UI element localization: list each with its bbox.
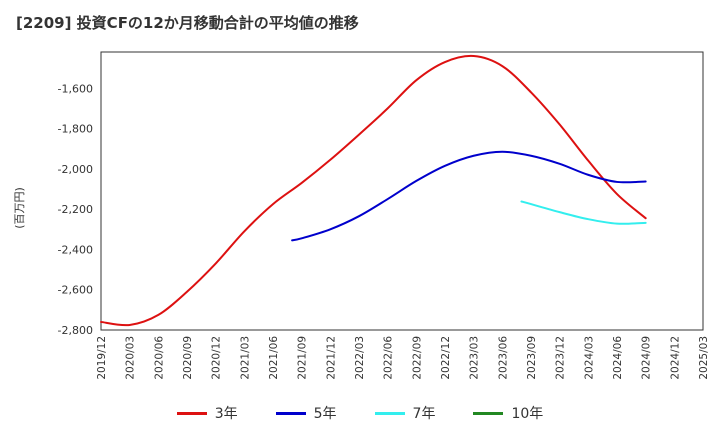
legend-swatch [374,411,405,415]
legend-label: 7年 [412,406,436,422]
legend-swatch [275,411,306,415]
legend-label: 3年 [214,406,238,422]
series-layer [100,54,647,327]
y-tick-label: -2,000 [58,163,93,176]
x-tick-label: 2022/12 [440,336,452,380]
x-tick-label: 2021/06 [268,336,280,380]
legend-swatch [176,411,207,415]
legend: 3年 5年 7年 10年 [0,403,720,423]
x-tick-label: 2022/03 [354,336,366,380]
x-tick-label: 2024/03 [583,336,595,380]
x-tick-label: 2020/12 [211,336,223,380]
x-tick-labels: 2019/12 2020/03 2020/06 2020/09 2020/12 2021/… [96,336,710,380]
x-tick-label: 2022/06 [383,336,395,380]
series-line [520,200,647,225]
legend-label: 5年 [313,406,337,422]
x-tick-label: 2022/09 [411,336,423,380]
x-tick-label: 2020/03 [125,336,137,380]
x-tick-label: 2023/12 [555,336,567,380]
y-tick-label: -1,600 [58,82,93,95]
x-tick-label: 2020/09 [182,336,194,380]
x-tick-label: 2025/03 [698,336,710,380]
legend-label: 10年 [511,406,544,422]
series-line [291,150,647,242]
legend-item: 10年 [473,403,543,423]
y-tick-label: -2,200 [58,203,93,216]
chart-title: [2209] 投資CFの12か月移動合計の平均値の推移 [16,14,359,32]
x-tick-label: 2024/12 [669,336,681,380]
x-tick-label: 2019/12 [96,336,108,380]
x-tick-label: 2023/03 [469,336,481,380]
legend-item: 7年 [374,403,436,423]
y-tick-labels: -2,800 -2,600 -2,400 -2,200 -2,000 -1,800 -1,6… [58,82,93,337]
y-tick-label: -1,800 [58,123,93,136]
y-tick-label: -2,800 [58,324,93,337]
legend-swatch [473,411,504,415]
x-tick-label: 2023/09 [526,336,538,380]
x-tick-label: 2023/06 [497,336,509,380]
x-tick-label: 2021/09 [297,336,309,380]
legend-item: 3年 [176,403,238,423]
x-tick-label: 2024/09 [641,336,653,380]
x-tick-label: 2024/06 [612,336,624,380]
x-tick-label: 2020/06 [153,336,165,380]
y-tick-label: -2,400 [58,243,93,256]
legend-item: 5年 [275,403,337,423]
y-tick-label: -2,600 [58,284,93,297]
series-line [100,54,647,327]
x-tick-label: 2021/03 [239,336,251,380]
x-tick-label: 2021/12 [325,336,337,380]
